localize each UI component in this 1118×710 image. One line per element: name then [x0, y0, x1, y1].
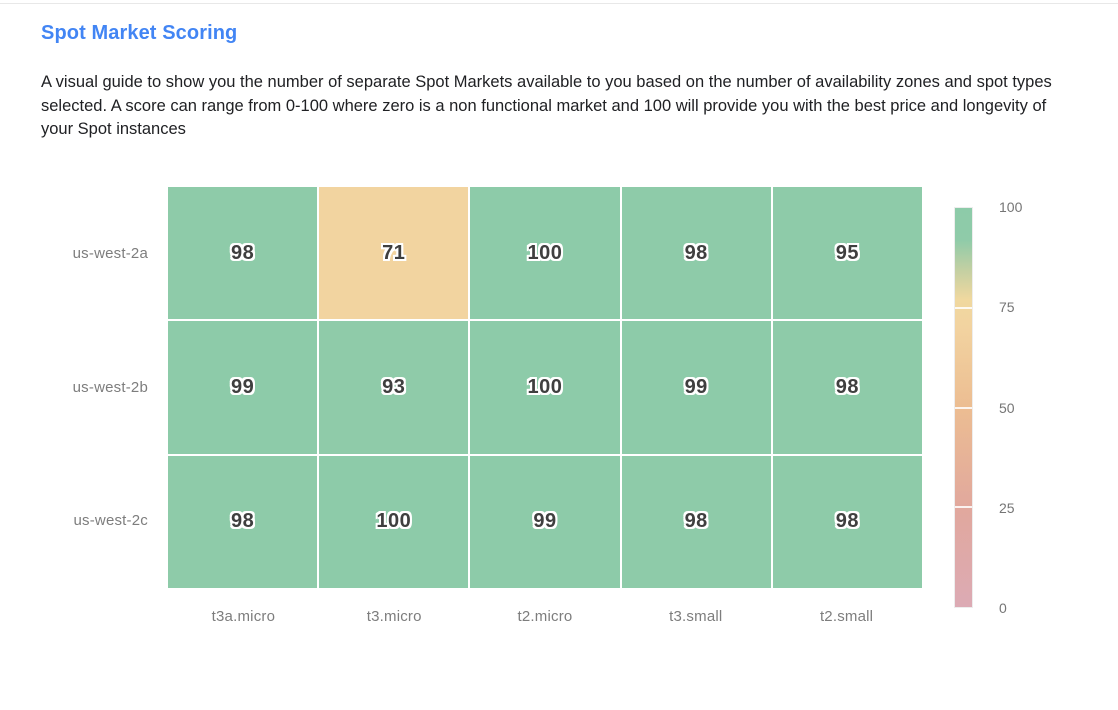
heatmap-cell-value: 100	[527, 241, 563, 264]
x-axis-label: t3.micro	[366, 607, 422, 625]
heatmap-cell-value: 100	[527, 375, 563, 398]
heatmap-cell-value: 98	[230, 241, 255, 264]
y-axis-label: us-west-2c	[73, 512, 148, 530]
heatmap-cell[interactable]: 99	[470, 455, 620, 588]
heatmap-cell-value: 98	[835, 375, 860, 398]
colorbar-tick-label: 50	[999, 399, 1015, 416]
heatmap-cell-value: 98	[684, 510, 708, 533]
page-description: A visual guide to show you the number of…	[41, 73, 1052, 138]
heatmap-cell[interactable]: 100	[470, 321, 620, 454]
heatmap-cell[interactable]: 99	[621, 321, 771, 454]
colorbar	[954, 207, 973, 608]
x-axis-label: t3a.micro	[211, 607, 276, 625]
heatmap-cell[interactable]: 100	[319, 455, 469, 588]
colorbar-divider	[955, 406, 972, 409]
colorbar-divider	[955, 306, 972, 309]
heatmap-cell-value: 98	[835, 510, 860, 533]
x-axis-label: t2.small	[819, 607, 874, 625]
heatmap-cell-value: 98	[230, 510, 255, 533]
y-axis-label: us-west-2a	[72, 245, 148, 262]
colorbar-tick-label: 75	[999, 299, 1015, 316]
heatmap-cell[interactable]: 98	[772, 455, 922, 588]
heatmap-cell-value: 71	[382, 241, 406, 264]
heatmap-cell[interactable]: 71	[319, 187, 469, 320]
colorbar-tick-label: 100	[999, 199, 1023, 215]
heatmap-cell[interactable]: 93	[319, 321, 469, 454]
x-axis-label: t3.small	[669, 607, 723, 625]
heatmap-cell[interactable]: 95	[772, 187, 922, 320]
heatmap-cell[interactable]: 98	[772, 321, 922, 454]
heatmap-cell[interactable]: 98	[168, 187, 318, 320]
heatmap-cell[interactable]: 99	[168, 321, 318, 454]
colorbar-divider	[955, 506, 972, 509]
heatmap-cell-value: 95	[835, 241, 860, 264]
heatmap-cell-value: 99	[684, 375, 708, 398]
heatmap-cell-value: 93	[382, 375, 406, 398]
heatmap-cell-value: 99	[533, 510, 557, 533]
y-axis-label: us-west-2b	[72, 378, 148, 396]
heatmap-cell[interactable]: 98	[621, 187, 771, 320]
heatmap-cell-value: 98	[684, 241, 708, 264]
heatmap-cell-value: 100	[376, 510, 412, 533]
heatmap-grid: 98 71 100 98 95 99 93 100 99 98 98 100 99 98 98	[168, 187, 922, 588]
heatmap-cell[interactable]: 100	[470, 187, 620, 320]
heatmap-cell-value: 99	[230, 375, 255, 398]
heatmap-cell[interactable]: 98	[621, 455, 771, 588]
x-axis-label: t2.micro	[517, 607, 573, 625]
colorbar-tick-label: 25	[999, 499, 1015, 516]
colorbar-tick-label: 0	[999, 600, 1007, 616]
heatmap-cell[interactable]: 98	[168, 455, 318, 588]
page-title: Spot Market Scoring	[41, 22, 238, 44]
top-divider	[0, 3, 1118, 4]
